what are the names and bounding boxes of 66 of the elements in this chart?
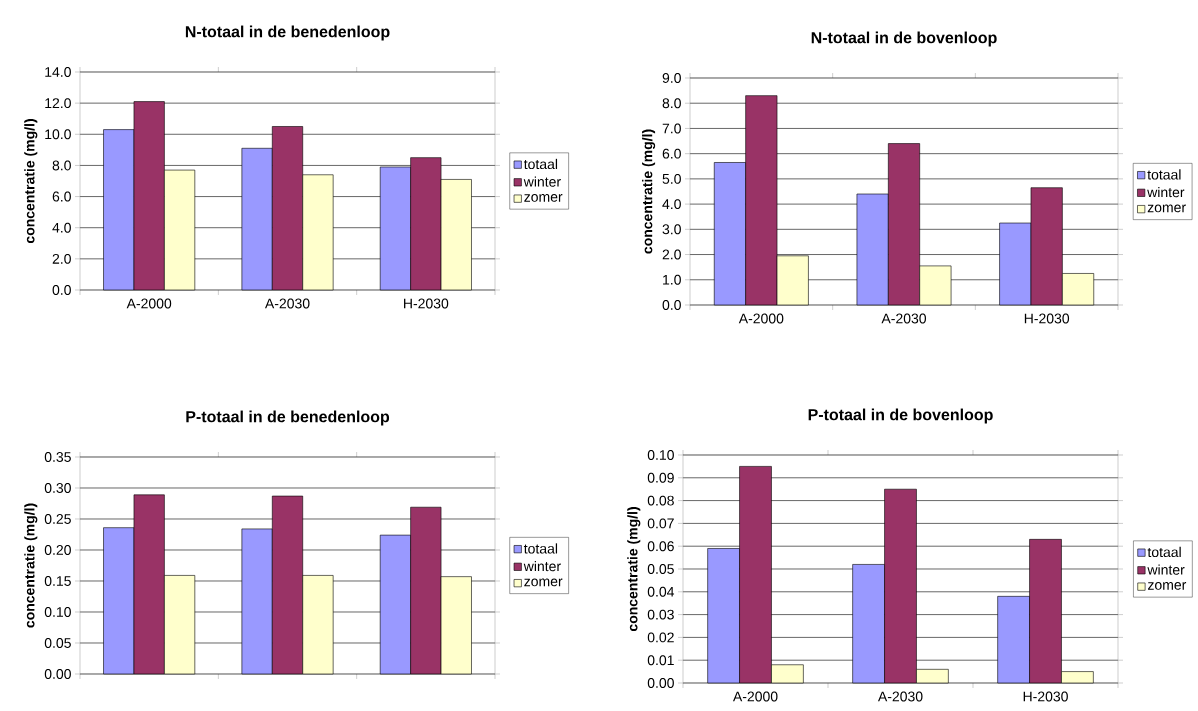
legend-label: totaal bbox=[523, 543, 558, 554]
chart-title: N-totaal in de bovenloop bbox=[811, 31, 997, 47]
x-tick-label: A-2000 bbox=[732, 691, 778, 702]
y-tick-label: 6.0 bbox=[52, 191, 71, 202]
chart-title: N-totaal in de benedenloop bbox=[185, 25, 390, 41]
legend-label: zomer bbox=[524, 194, 563, 202]
y-axis-title: concentratie (mg/l) bbox=[24, 503, 38, 628]
y-tick-label: 0.20 bbox=[44, 545, 71, 555]
legend-label: zomer bbox=[1147, 204, 1186, 213]
y-tick-label: 10.0 bbox=[45, 129, 71, 140]
x-tick-label: H-2030 bbox=[1023, 691, 1068, 702]
x-tick-label: A-2000 bbox=[738, 313, 784, 324]
legend-label: winter bbox=[1147, 186, 1185, 198]
y-tick-label: 0.15 bbox=[44, 576, 71, 586]
legend-label: winter bbox=[1147, 564, 1185, 575]
y-tick-label: 0.06 bbox=[647, 541, 674, 552]
x-tick-label: H-2030 bbox=[1024, 313, 1070, 324]
y-tick-label: 0.09 bbox=[647, 472, 674, 483]
legend-label: winter bbox=[523, 560, 561, 572]
legend-label: zomer bbox=[1148, 582, 1187, 590]
y-tick-label: 0.00 bbox=[44, 669, 71, 679]
y-tick-label: 0.10 bbox=[44, 607, 71, 617]
legend-label: totaal bbox=[523, 158, 558, 170]
legend-label: zomer bbox=[524, 578, 563, 587]
x-tick-label: A-2030 bbox=[877, 691, 923, 702]
y-tick-label: 9.0 bbox=[662, 73, 681, 83]
y-tick-label: 0.35 bbox=[44, 452, 71, 462]
y-tick-label: 7.0 bbox=[662, 123, 681, 134]
y-tick-label: 0.00 bbox=[647, 678, 674, 688]
y-tick-label: 0.08 bbox=[647, 495, 674, 506]
y-tick-label: 0.25 bbox=[44, 514, 71, 524]
y-tick-label: 14.0 bbox=[45, 67, 71, 77]
y-tick-label: 5.0 bbox=[662, 173, 681, 184]
x-tick-label: H-2030 bbox=[404, 298, 449, 309]
y-tick-label: 0.30 bbox=[44, 483, 71, 493]
y-tick-label: 3.0 bbox=[662, 224, 681, 235]
y-tick-label: 0.04 bbox=[647, 586, 675, 597]
x-tick-label: A-2000 bbox=[126, 298, 172, 309]
y-tick-label: 0.03 bbox=[647, 609, 674, 620]
y-axis-title: concentratie (mg/l) bbox=[627, 507, 641, 632]
y-tick-label: 0.0 bbox=[662, 300, 681, 310]
y-tick-label: 0.07 bbox=[647, 518, 674, 529]
y-tick-label: 0.01 bbox=[647, 655, 674, 666]
y-axis-title: concentratie (mg/l) bbox=[642, 129, 656, 254]
y-tick-label: 12.0 bbox=[45, 98, 71, 109]
chart-title: P-totaal in de bovenloop bbox=[808, 408, 993, 424]
legend-label: totaal bbox=[1147, 546, 1181, 558]
y-tick-label: 4.0 bbox=[52, 222, 71, 233]
y-tick-label: 0.10 bbox=[647, 450, 674, 460]
y-tick-label: 4.0 bbox=[662, 199, 681, 210]
y-tick-label: 6.0 bbox=[662, 148, 681, 159]
y-tick-label: 1.0 bbox=[663, 274, 681, 285]
y-tick-label: 0.02 bbox=[647, 632, 674, 643]
x-tick-label: A-2030 bbox=[264, 298, 310, 309]
y-tick-label: 2.0 bbox=[52, 253, 71, 264]
y-tick-label: 8.0 bbox=[52, 160, 71, 171]
chart-title: P-totaal in de benedenloop bbox=[186, 410, 390, 426]
legend-label: winter bbox=[523, 176, 561, 187]
y-tick-label: 8.0 bbox=[662, 98, 681, 109]
y-tick-label: 0.05 bbox=[44, 638, 71, 648]
y-tick-label: 0.05 bbox=[647, 564, 674, 574]
y-tick-label: 2.0 bbox=[662, 249, 681, 260]
legend-label: totaal bbox=[1147, 169, 1181, 180]
x-tick-label: A-2030 bbox=[881, 313, 927, 324]
y-tick-label: 0.0 bbox=[52, 285, 71, 295]
y-axis-title: concentratie (mg/l) bbox=[24, 119, 38, 244]
